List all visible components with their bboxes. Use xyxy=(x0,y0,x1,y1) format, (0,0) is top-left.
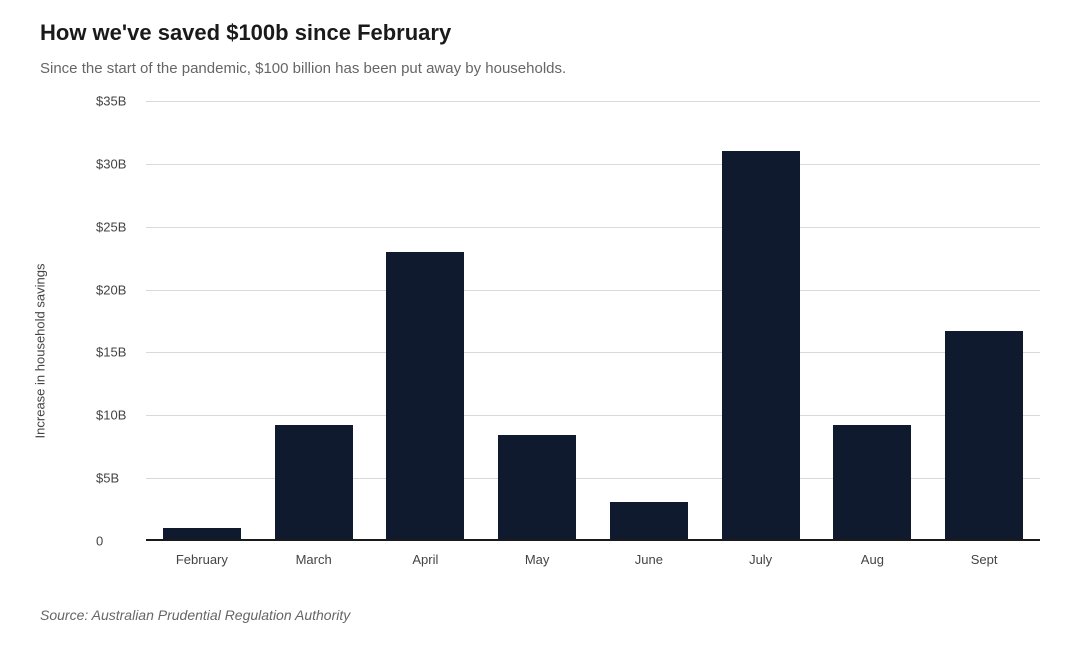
bar-cell xyxy=(146,101,258,541)
x-axis-label: June xyxy=(593,552,705,567)
bars xyxy=(146,101,1040,541)
x-axis-label: March xyxy=(258,552,370,567)
bar-cell xyxy=(593,101,705,541)
bar xyxy=(386,252,464,541)
chart-title: How we've saved $100b since February xyxy=(40,20,1040,46)
bar xyxy=(275,425,353,541)
x-axis-label: Sept xyxy=(928,552,1040,567)
chart-area: Increase in household savings 0$5B$10B$1… xyxy=(40,101,1040,601)
bar-cell xyxy=(258,101,370,541)
x-axis-label: May xyxy=(481,552,593,567)
bar xyxy=(610,502,688,541)
x-axis-labels: FebruaryMarchAprilMayJuneJulyAugSept xyxy=(146,552,1040,567)
chart-source: Source: Australian Prudential Regulation… xyxy=(40,607,1040,623)
bar xyxy=(833,425,911,541)
bar-cell xyxy=(481,101,593,541)
bar xyxy=(498,435,576,541)
y-tick-label: $25B xyxy=(96,219,126,234)
y-tick-label: $10B xyxy=(96,408,126,423)
chart-container: How we've saved $100b since February Sin… xyxy=(0,0,1080,643)
bar-cell xyxy=(370,101,482,541)
bar xyxy=(945,331,1023,541)
y-tick-label: $30B xyxy=(96,156,126,171)
plot xyxy=(146,101,1040,541)
bar-cell xyxy=(705,101,817,541)
bar xyxy=(722,151,800,541)
chart-subtitle: Since the start of the pandemic, $100 bi… xyxy=(40,60,1040,77)
x-axis-label: April xyxy=(370,552,482,567)
y-tick-label: $15B xyxy=(96,345,126,360)
y-tick-label: $20B xyxy=(96,282,126,297)
x-axis-label: February xyxy=(146,552,258,567)
y-tick-label: $35B xyxy=(96,94,126,109)
bar-cell xyxy=(817,101,929,541)
baseline xyxy=(146,539,1040,541)
bar-cell xyxy=(928,101,1040,541)
y-tick-label: 0 xyxy=(96,534,103,549)
x-axis-label: July xyxy=(705,552,817,567)
y-axis-label: Increase in household savings xyxy=(33,264,48,439)
y-tick-label: $5B xyxy=(96,471,119,486)
x-axis-label: Aug xyxy=(817,552,929,567)
plot-outer: 0$5B$10B$15B$20B$25B$30B$35B xyxy=(96,101,1040,541)
